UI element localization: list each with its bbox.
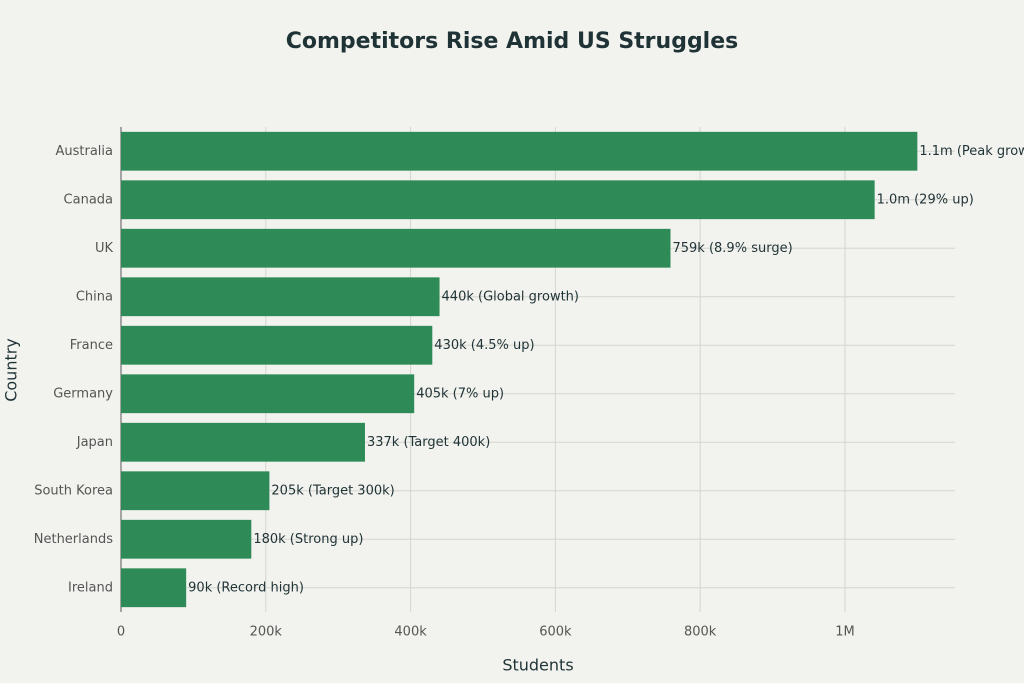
x-tick-label: 200k xyxy=(250,625,283,640)
value-label: 180k (Strong up) xyxy=(253,532,363,547)
bar xyxy=(121,277,440,317)
bar xyxy=(121,180,875,220)
bar xyxy=(121,325,433,365)
value-label: 205k (Target 300k) xyxy=(271,483,394,498)
value-label: 440k (Global growth) xyxy=(442,289,579,304)
x-tick-label: 1M xyxy=(835,625,855,640)
x-tick-label: 400k xyxy=(394,625,427,640)
chart-title: Competitors Rise Amid US Struggles xyxy=(286,29,739,54)
y-tick-label: UK xyxy=(95,241,114,256)
bar xyxy=(121,228,671,268)
value-label: 759k (8.9% surge) xyxy=(672,241,792,256)
y-tick-label: Ireland xyxy=(68,580,113,595)
bar xyxy=(121,422,365,462)
y-tick-label: South Korea xyxy=(34,483,113,498)
bar xyxy=(121,568,187,608)
bar xyxy=(121,519,252,559)
bar xyxy=(121,374,415,414)
y-tick-label: Australia xyxy=(55,144,113,159)
x-axis-title: Students xyxy=(502,656,573,675)
bar xyxy=(121,471,270,511)
value-label: 405k (7% up) xyxy=(416,386,504,401)
y-tick-label: Canada xyxy=(64,192,113,207)
y-tick-label: Japan xyxy=(76,435,113,450)
x-tick-label: 800k xyxy=(684,625,717,640)
y-tick-label: Germany xyxy=(53,386,113,401)
y-tick-label: France xyxy=(70,338,113,353)
value-label: 90k (Record high) xyxy=(188,580,304,595)
value-label: 337k (Target 400k) xyxy=(367,435,490,450)
y-axis-title: Country xyxy=(2,338,21,402)
x-tick-label: 600k xyxy=(539,625,572,640)
x-tick-label: 0 xyxy=(117,625,125,640)
value-label: 430k (4.5% up) xyxy=(434,338,534,353)
y-tick-label: Netherlands xyxy=(34,532,113,547)
y-tick-label: China xyxy=(76,289,113,304)
value-label: 1.1m (Peak growth) xyxy=(919,144,1024,159)
bar xyxy=(121,131,918,171)
value-label: 1.0m (29% up) xyxy=(877,192,974,207)
